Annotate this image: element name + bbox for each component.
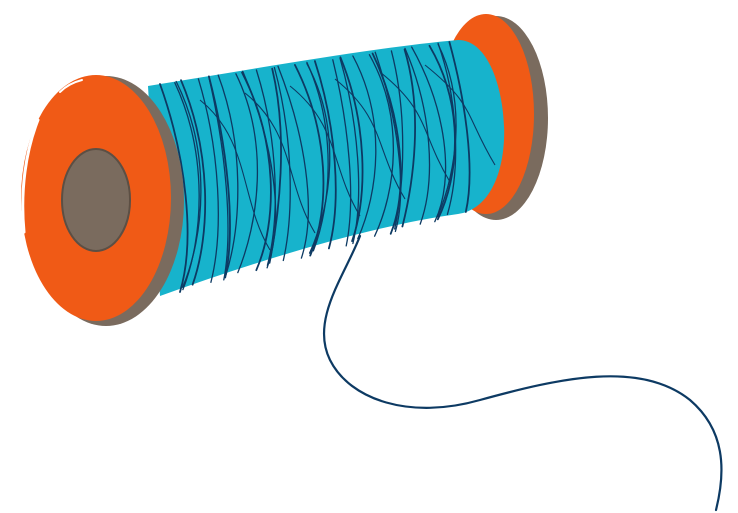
thread-winding-line	[273, 66, 291, 262]
flange-highlight-top	[59, 79, 83, 93]
thread-winding-line	[217, 74, 239, 276]
thread-winding-line	[306, 61, 329, 252]
thread-winding-line	[401, 48, 416, 228]
thread-winding-line	[332, 59, 352, 247]
thread-winding-line	[368, 54, 394, 237]
thread-winding-line	[448, 41, 471, 213]
thread-winding-line	[306, 62, 331, 254]
thread-winding-line	[437, 42, 457, 216]
thread-cross-strand	[334, 78, 406, 200]
thread-cross-strand	[379, 71, 451, 183]
thread-winding-line	[159, 83, 189, 293]
thread-winding-line	[255, 69, 276, 266]
thread-wound-body	[148, 40, 505, 296]
flange-highlight	[21, 118, 40, 234]
thread-cross-strand	[199, 99, 271, 251]
thread-cross-strand	[244, 92, 316, 234]
thread-winding-line	[314, 60, 337, 250]
thread-winding-line	[404, 47, 431, 225]
loose-thread-strand	[323, 234, 723, 512]
spool-hub-hole	[61, 148, 131, 252]
thread-winding-line	[352, 55, 377, 240]
thread-winding-line	[268, 67, 282, 264]
thread-winding-line	[180, 79, 207, 286]
thread-cross-strand	[289, 85, 361, 217]
thread-winding-line	[390, 50, 404, 230]
thread-winding-line	[374, 51, 402, 233]
thread-winding-line	[411, 46, 447, 223]
thread-winding-line	[175, 80, 202, 288]
thread-winding-lines	[159, 41, 496, 293]
thread-cross-strand	[424, 64, 496, 166]
thread-winding-line	[208, 75, 231, 279]
thread-winding-line	[277, 65, 309, 259]
thread-winding-line	[235, 73, 259, 274]
thread-winding-line	[339, 56, 364, 242]
thread-winding-line	[208, 76, 229, 281]
front-flange	[21, 75, 184, 326]
